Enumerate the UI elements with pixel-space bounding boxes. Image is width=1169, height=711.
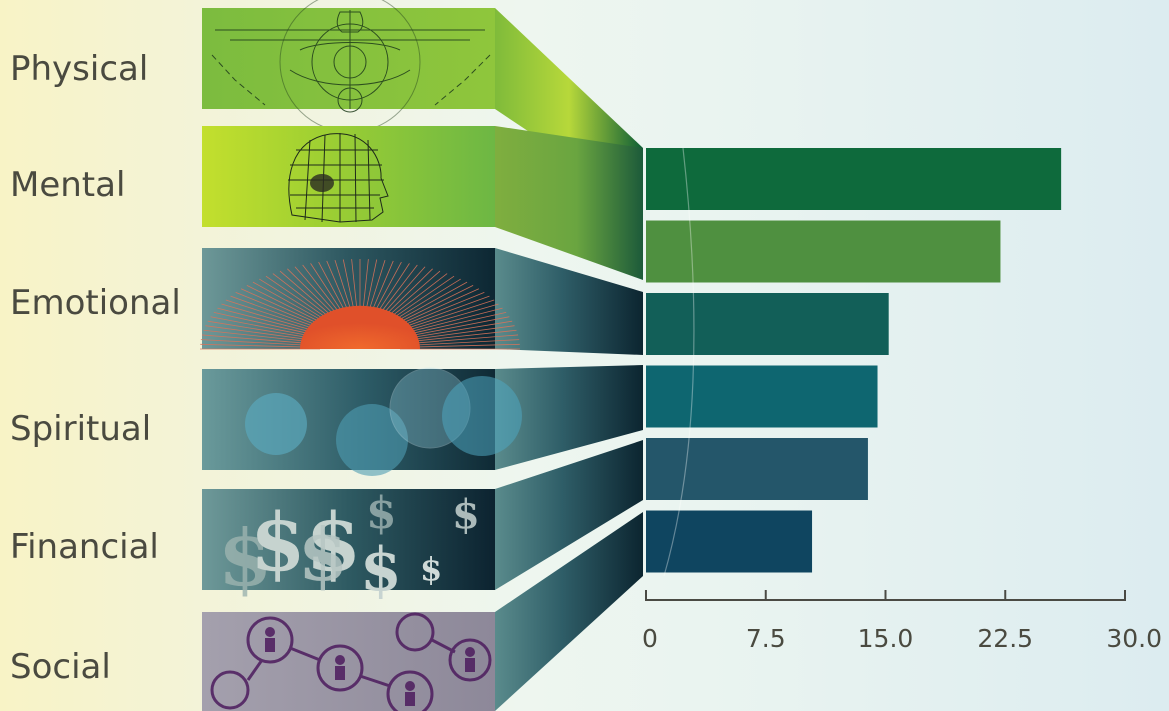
x-tick-label: 0 bbox=[642, 624, 658, 653]
x-tick-label: 22.5 bbox=[977, 624, 1033, 653]
category-label-social: Social bbox=[10, 647, 111, 687]
svg-text:$: $ bbox=[366, 488, 397, 539]
physical-image bbox=[202, 0, 495, 133]
category-label-emotional: Emotional bbox=[10, 283, 181, 323]
bar-mental bbox=[646, 220, 1001, 283]
connector-social bbox=[495, 512, 643, 711]
bar-emotional bbox=[646, 293, 889, 355]
social-image bbox=[202, 612, 495, 711]
financial-image: $ $$ $ $ $ $ $ bbox=[202, 488, 495, 605]
x-tick-label: 15.0 bbox=[858, 624, 914, 653]
category-label-spiritual: Spiritual bbox=[10, 409, 151, 449]
emotional-image bbox=[200, 248, 520, 350]
connector-financial bbox=[495, 440, 643, 590]
mental-image bbox=[202, 126, 495, 227]
x-tick-label: 30.0 bbox=[1106, 624, 1162, 653]
x-axis: 0 7.5 15.0 22.5 30.0 bbox=[642, 590, 1162, 653]
svg-text:$: $ bbox=[298, 512, 348, 597]
bars bbox=[646, 148, 1062, 573]
x-tick-label: 7.5 bbox=[746, 624, 786, 653]
category-labels: Physical Mental Emotional Spiritual Fina… bbox=[10, 49, 181, 687]
svg-text:$: $ bbox=[218, 513, 272, 604]
category-images: $ $$ $ $ $ $ $ bbox=[200, 0, 522, 711]
svg-text:$$: $$ bbox=[250, 495, 361, 589]
category-label-physical: Physical bbox=[10, 49, 148, 89]
decorative-curve bbox=[663, 147, 695, 577]
svg-text:$: $ bbox=[420, 550, 442, 588]
connector-emotional bbox=[495, 248, 643, 355]
bar-social bbox=[646, 510, 813, 573]
svg-text:$: $ bbox=[452, 491, 480, 538]
connector-spiritual bbox=[495, 365, 643, 470]
bar-physical bbox=[646, 148, 1062, 210]
bar-spiritual bbox=[646, 365, 878, 428]
category-label-mental: Mental bbox=[10, 165, 125, 205]
spiritual-image bbox=[202, 367, 522, 476]
connector-mental bbox=[495, 126, 643, 280]
svg-text:$: $ bbox=[360, 535, 402, 605]
category-label-financial: Financial bbox=[10, 527, 159, 567]
connector-wedges bbox=[495, 8, 643, 711]
bar-financial bbox=[646, 438, 868, 500]
